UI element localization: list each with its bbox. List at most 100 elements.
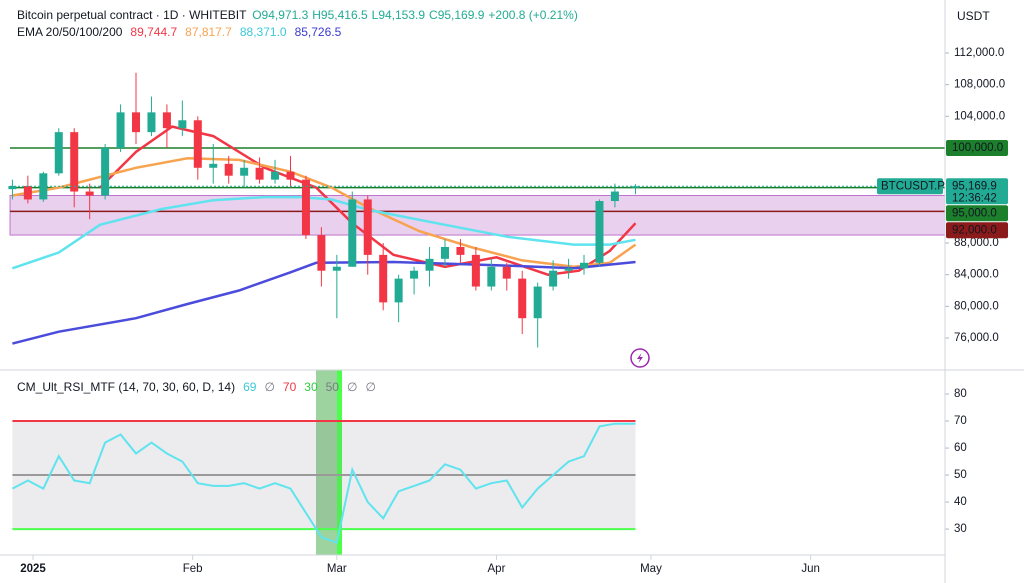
y-tick-label: 30 (954, 523, 967, 535)
candle-body (610, 191, 619, 202)
candle-body (595, 201, 604, 263)
candle-body (193, 120, 202, 168)
candle-body (85, 191, 94, 196)
symbol-tag (877, 178, 943, 195)
y-tick-label: 80,000.0 (954, 300, 999, 312)
candle-body (533, 286, 542, 319)
candle-body (425, 258, 434, 271)
rsi-legend-item: 69 (243, 380, 257, 394)
candle-body (23, 185, 32, 200)
y-tick-label: 80 (954, 388, 967, 400)
rsi-legend-item: 30 (304, 380, 318, 394)
ema-value: 87,817.7 (185, 25, 232, 39)
price-tag (946, 139, 1008, 156)
price-tag (946, 205, 1008, 222)
candle-body (271, 171, 280, 180)
candle-body (502, 266, 511, 279)
rsi-legend: CM_Ult_RSI_MTF (14, 70, 30, 60, D, 14) 69… (17, 380, 376, 394)
candle-body (101, 147, 110, 196)
y-tick-label: 88,000.0 (954, 237, 999, 249)
close: C95,169.9 (429, 8, 485, 22)
y-tick-label: 108,000.0 (954, 79, 1005, 91)
ema-line (12, 157, 637, 269)
candle-body (348, 199, 357, 267)
candle-body (54, 132, 63, 174)
x-tick-label: May (640, 563, 662, 575)
y-tick-label: 84,000.0 (954, 269, 999, 281)
candle-body (209, 163, 218, 168)
rsi-legend-item: ∅ (365, 380, 375, 394)
candle-body (487, 266, 496, 287)
oversold-highlight (316, 370, 340, 555)
candle-body (116, 112, 125, 148)
rsi-legend-item: ∅ (264, 380, 274, 394)
zone (9, 194, 946, 236)
ema-title: EMA 20/50/100/200 (17, 25, 123, 39)
x-tick-label: 2025 (20, 563, 46, 575)
candle-body (410, 270, 419, 279)
candle-body (363, 199, 372, 255)
price-tag (946, 222, 1008, 239)
candle-body (8, 185, 17, 190)
x-tick-label: Mar (327, 563, 347, 575)
alert-icon (630, 348, 650, 368)
y-tick-label: 50 (954, 469, 967, 481)
rsi-legend-item: 50 (326, 380, 340, 394)
candle-body (147, 112, 156, 133)
high: H95,416.5 (312, 8, 368, 22)
candle-body (394, 278, 403, 303)
legend-line: Bitcoin perpetual contract · 1D · WHITEB… (17, 8, 578, 22)
candle-body (286, 171, 295, 180)
ema-line (12, 260, 636, 345)
candle-body (518, 278, 527, 319)
candle-body (456, 246, 465, 255)
candle-body (317, 235, 326, 271)
symbol: Bitcoin perpetual contract · 1D · WHITEB… (17, 8, 247, 22)
rsi-line (11, 422, 636, 544)
candle-body (162, 112, 171, 129)
candle-body (564, 268, 573, 271)
price-tag-label: 95,000.0 (952, 207, 997, 219)
candle-body (631, 186, 640, 188)
x-tick-label: Feb (183, 563, 203, 575)
candle-body (440, 246, 449, 259)
x-tick-label: Jun (801, 563, 820, 575)
y-tick-label: 60 (954, 442, 967, 454)
x-tick-label: Apr (488, 563, 506, 575)
price-tag-label: 92,000.0 (952, 224, 997, 236)
candle-body (580, 262, 589, 269)
rsi-legend-item: 70 (283, 380, 297, 394)
candle-body (132, 112, 141, 133)
rsi-title: CM_Ult_RSI_MTF (14, 70, 30, 60, D, 14) (17, 380, 235, 394)
ema-legend: EMA 20/50/100/200 89,744.7 87,817.7 88,371.… (17, 25, 342, 39)
y-tick-label: 112,000.0 (954, 47, 1004, 59)
candle-body (471, 254, 480, 287)
price-tag-label: 12:36:42 (952, 192, 997, 204)
ema-value: 85,726.5 (295, 25, 342, 39)
low: L94,153.9 (372, 8, 426, 22)
candle-body (224, 163, 233, 176)
candle-body (332, 266, 341, 271)
price-tag-label: 100,000.0 (952, 142, 1003, 154)
candle-body (178, 120, 187, 129)
oversold-stripe (337, 370, 342, 555)
y-tick-label: 104,000.0 (954, 110, 1005, 122)
price-tag (946, 178, 1008, 205)
ema-line (11, 195, 636, 270)
candle-body (255, 167, 264, 180)
rsi-legend-item: ∅ (347, 380, 357, 394)
ema-value: 89,744.7 (130, 25, 177, 39)
symbol-tag-label: BTCUSDT.P (881, 180, 945, 192)
change: +200.8 (+0.21%) (488, 8, 577, 22)
candle-body (549, 270, 558, 287)
candle-body (301, 179, 310, 236)
ema-value: 88,371.0 (240, 25, 287, 39)
currency: USDT (957, 9, 990, 23)
y-tick-label: 40 (954, 496, 967, 508)
y-tick-label: 70 (954, 415, 967, 427)
price-tag-label: 95,169.9 (952, 180, 997, 192)
open: O94,971.3 (252, 8, 308, 22)
candle-body (70, 132, 79, 192)
y-tick-label: 76,000.0 (954, 332, 999, 344)
